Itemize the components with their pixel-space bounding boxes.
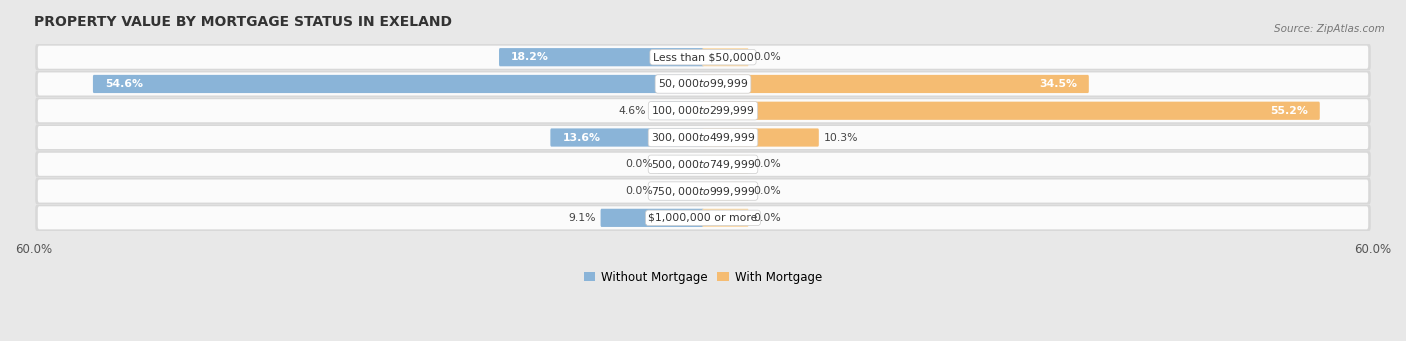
FancyBboxPatch shape [702, 102, 1320, 120]
Text: 0.0%: 0.0% [626, 186, 652, 196]
Legend: Without Mortgage, With Mortgage: Without Mortgage, With Mortgage [579, 266, 827, 288]
Text: 55.2%: 55.2% [1270, 106, 1308, 116]
FancyBboxPatch shape [499, 48, 704, 66]
FancyBboxPatch shape [35, 44, 1371, 70]
FancyBboxPatch shape [600, 209, 704, 227]
FancyBboxPatch shape [702, 182, 748, 200]
FancyBboxPatch shape [658, 155, 704, 173]
FancyBboxPatch shape [702, 209, 748, 227]
FancyBboxPatch shape [702, 129, 818, 147]
Text: 10.3%: 10.3% [824, 133, 858, 143]
FancyBboxPatch shape [702, 75, 1088, 93]
Text: $300,000 to $499,999: $300,000 to $499,999 [651, 131, 755, 144]
Text: 34.5%: 34.5% [1039, 79, 1077, 89]
Text: $50,000 to $99,999: $50,000 to $99,999 [658, 77, 748, 90]
FancyBboxPatch shape [38, 126, 1368, 149]
Text: $750,000 to $999,999: $750,000 to $999,999 [651, 184, 755, 197]
Text: PROPERTY VALUE BY MORTGAGE STATUS IN EXELAND: PROPERTY VALUE BY MORTGAGE STATUS IN EXE… [34, 15, 451, 29]
FancyBboxPatch shape [38, 206, 1368, 229]
FancyBboxPatch shape [35, 178, 1371, 204]
FancyBboxPatch shape [38, 99, 1368, 122]
FancyBboxPatch shape [35, 124, 1371, 151]
FancyBboxPatch shape [550, 129, 704, 147]
Text: 0.0%: 0.0% [754, 159, 780, 169]
Text: $100,000 to $299,999: $100,000 to $299,999 [651, 104, 755, 117]
Text: 0.0%: 0.0% [754, 52, 780, 62]
FancyBboxPatch shape [35, 151, 1371, 177]
Text: $1,000,000 or more: $1,000,000 or more [648, 213, 758, 223]
FancyBboxPatch shape [702, 155, 748, 173]
FancyBboxPatch shape [35, 71, 1371, 97]
Text: $500,000 to $749,999: $500,000 to $749,999 [651, 158, 755, 171]
FancyBboxPatch shape [651, 102, 704, 120]
FancyBboxPatch shape [38, 46, 1368, 69]
FancyBboxPatch shape [35, 98, 1371, 124]
Text: 18.2%: 18.2% [512, 52, 548, 62]
FancyBboxPatch shape [35, 205, 1371, 231]
Text: 9.1%: 9.1% [568, 213, 596, 223]
FancyBboxPatch shape [658, 182, 704, 200]
Text: 0.0%: 0.0% [754, 186, 780, 196]
FancyBboxPatch shape [38, 180, 1368, 203]
FancyBboxPatch shape [38, 153, 1368, 176]
FancyBboxPatch shape [93, 75, 704, 93]
FancyBboxPatch shape [702, 48, 748, 66]
Text: Less than $50,000: Less than $50,000 [652, 52, 754, 62]
Text: Source: ZipAtlas.com: Source: ZipAtlas.com [1274, 24, 1385, 34]
Text: 13.6%: 13.6% [562, 133, 600, 143]
Text: 0.0%: 0.0% [626, 159, 652, 169]
FancyBboxPatch shape [38, 72, 1368, 95]
Text: 4.6%: 4.6% [619, 106, 647, 116]
Text: 54.6%: 54.6% [105, 79, 143, 89]
Text: 0.0%: 0.0% [754, 213, 780, 223]
